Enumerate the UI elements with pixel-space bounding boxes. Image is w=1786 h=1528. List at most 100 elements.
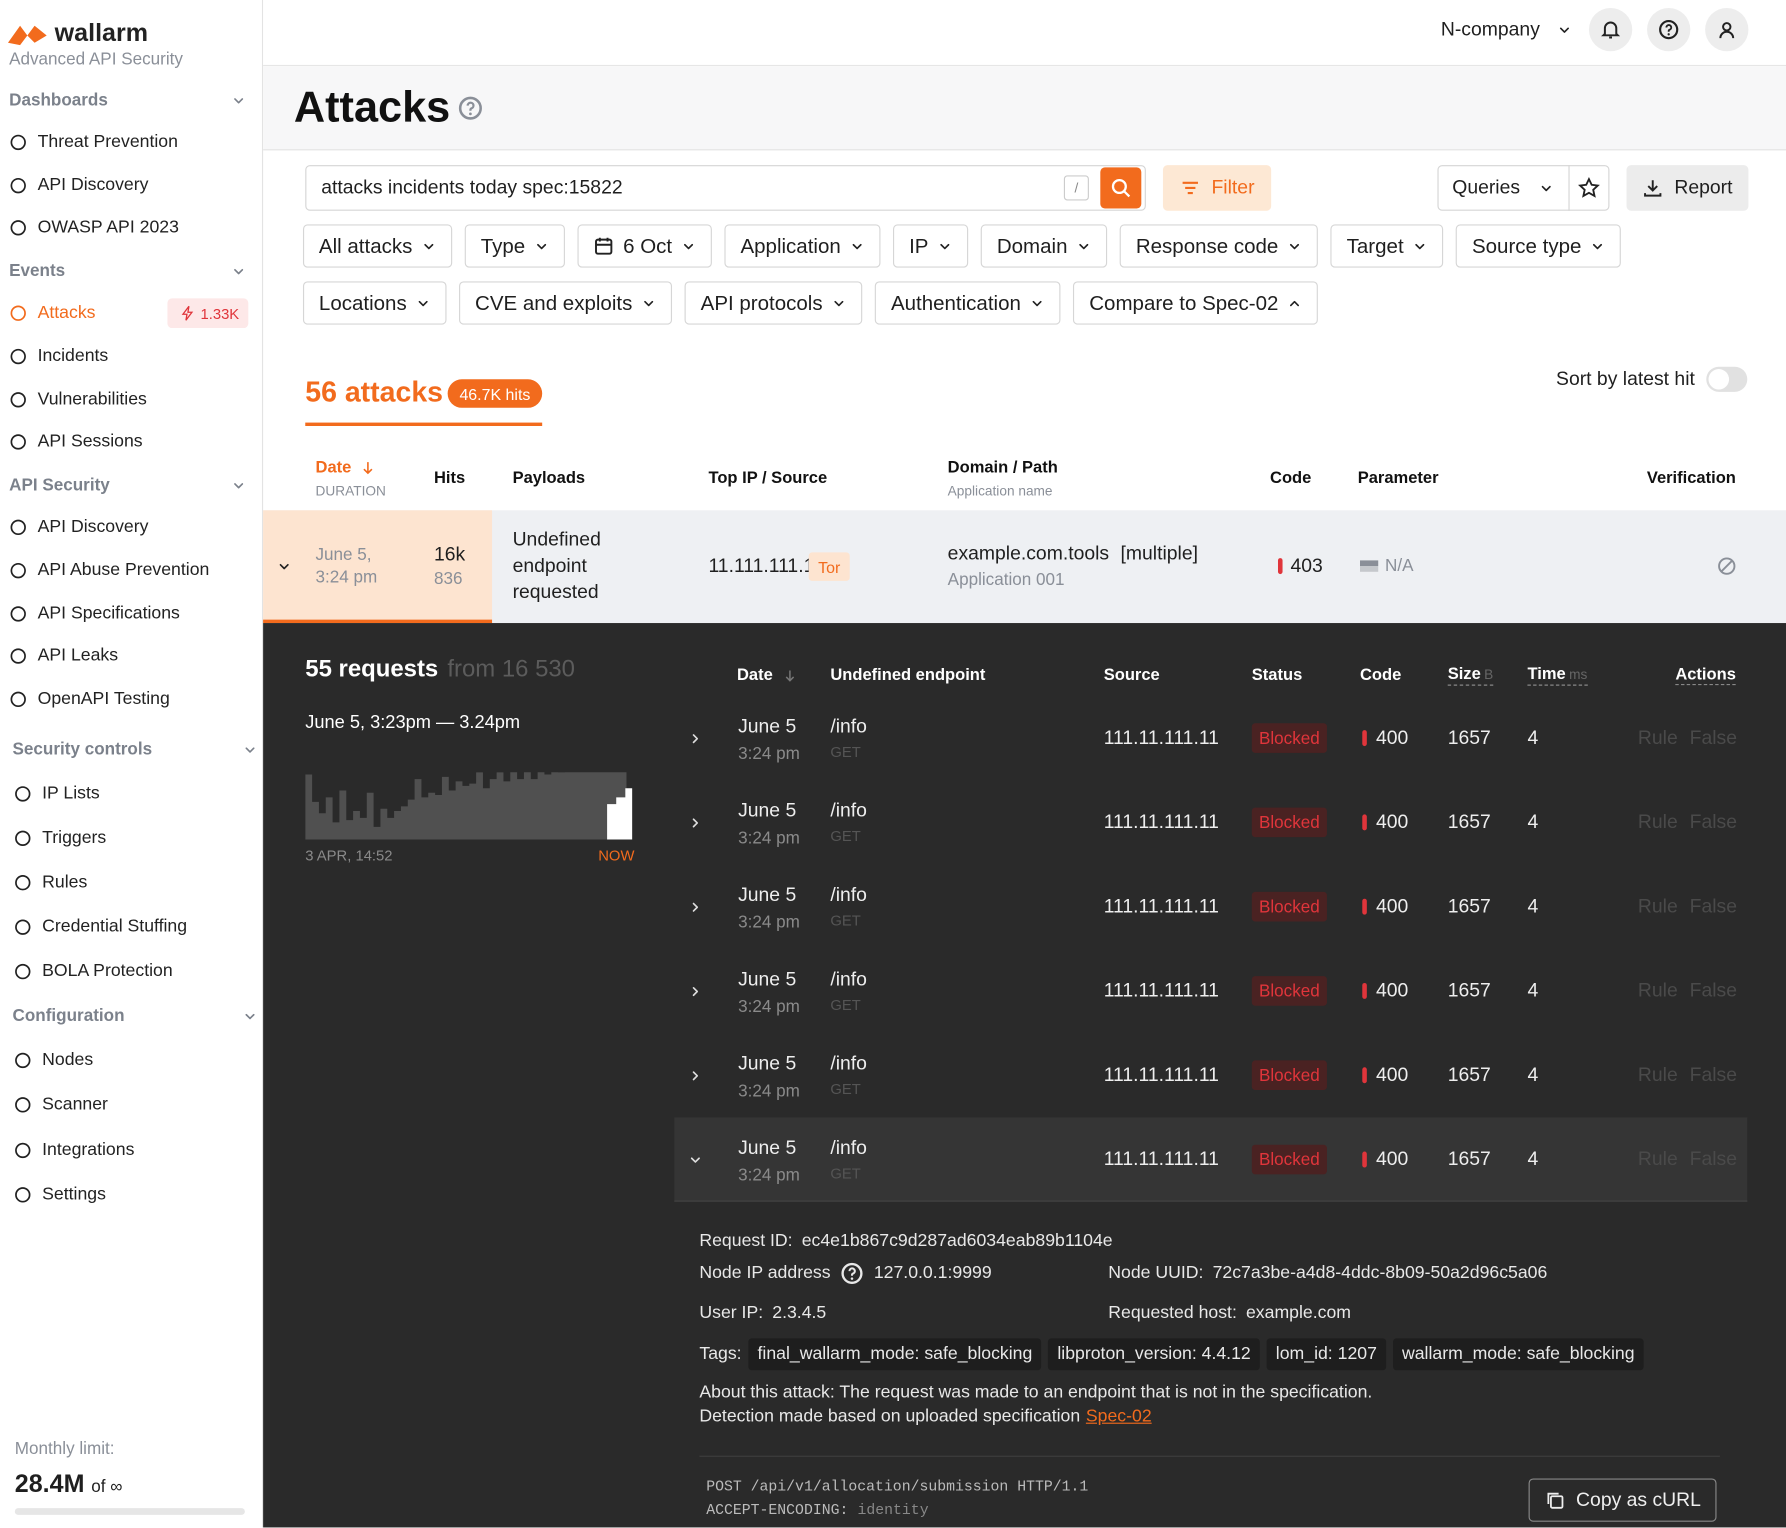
queries-button[interactable]: Queries	[1437, 165, 1610, 211]
spec-link[interactable]: Spec-02	[1085, 1406, 1152, 1427]
sidebar-item[interactable]: Vulnerabilities	[37, 389, 147, 409]
rule-action[interactable]: Rule	[1637, 1148, 1678, 1170]
sidebar-item[interactable]: Threat Prevention	[37, 132, 178, 152]
filter-dropdown[interactable]: Response code	[1119, 224, 1319, 268]
copy-curl-button[interactable]: Copy as cURL	[1528, 1478, 1717, 1522]
code-indicator	[1362, 898, 1367, 915]
filter-dropdown[interactable]: API protocols	[684, 281, 863, 325]
request-row-expanded[interactable]	[674, 1117, 1748, 1202]
rule-action[interactable]: Rule	[1637, 1063, 1678, 1086]
request-time-ms: 4	[1527, 979, 1539, 1002]
section-chevron	[233, 268, 243, 274]
sidebar-section-title[interactable]: Configuration	[12, 1006, 125, 1026]
column-header: Hits	[433, 469, 466, 488]
sidebar-item[interactable]: BOLA Protection	[42, 961, 173, 981]
sidebar-item[interactable]: OpenAPI Testing	[37, 689, 170, 709]
filter-chevron	[834, 300, 844, 306]
false-action[interactable]: False	[1689, 895, 1738, 917]
value: 127.0.0.1:9999	[873, 1263, 992, 1283]
sidebar-item[interactable]: Settings	[42, 1184, 106, 1204]
filter-button[interactable]: Filter	[1162, 165, 1272, 211]
sidebar-item[interactable]: OWASP API 2023	[37, 217, 179, 237]
filter-dropdown[interactable]: Target	[1330, 224, 1444, 268]
rule-action[interactable]: Rule	[1637, 726, 1678, 749]
sidebar-item[interactable]: Nodes	[42, 1050, 94, 1070]
filter-dropdown[interactable]: Application	[724, 224, 881, 268]
filter-dropdown[interactable]: Type	[464, 224, 566, 268]
filter-dropdown[interactable]: 6 Oct	[577, 224, 712, 268]
sidebar-section-title[interactable]: Dashboards	[9, 90, 108, 110]
request-size: 1657	[1447, 1063, 1491, 1086]
company-selector[interactable]: N-company	[1440, 18, 1540, 40]
false-action[interactable]: False	[1689, 1148, 1738, 1170]
sidebar-section-title[interactable]: Security controls	[12, 739, 153, 760]
about-text: Detection made based on uploaded specifi…	[699, 1406, 1081, 1427]
code-indicator	[1362, 814, 1367, 831]
filter-dropdown[interactable]: Compare to Spec-02	[1073, 281, 1319, 325]
sidebar-item[interactable]: API Specifications	[37, 603, 180, 624]
sidebar-icon	[15, 786, 31, 802]
column-header: Top IP / Source	[708, 469, 828, 488]
sidebar-item[interactable]: API Discovery	[37, 175, 149, 195]
request-time-ms: 4	[1527, 1063, 1539, 1086]
shortcut-key: /	[1063, 175, 1089, 201]
sidebar-item[interactable]: Scanner	[42, 1094, 108, 1114]
false-action[interactable]: False	[1689, 810, 1738, 833]
attack-parameter: N/A	[1385, 556, 1414, 576]
request-size: 1657	[1447, 726, 1491, 749]
attack-row[interactable]	[263, 510, 1786, 624]
request-path: /info	[830, 883, 867, 906]
requests-total: from 16 530	[447, 656, 575, 683]
request-code: 400	[1375, 1063, 1409, 1086]
sidebar-section-title[interactable]: Events	[9, 261, 66, 281]
request-code: 400	[1375, 726, 1409, 749]
topbar-button[interactable]	[1588, 7, 1633, 52]
filter-dropdown[interactable]: CVE and exploits	[459, 281, 673, 325]
sidebar-item[interactable]: Credential Stuffing	[42, 916, 188, 937]
column-header: Code	[1270, 469, 1312, 488]
request-chevron	[690, 1156, 700, 1163]
filter-dropdown[interactable]: Source type	[1456, 224, 1622, 268]
requests-range: June 5, 3:23pm — 3.24pm	[305, 713, 521, 733]
sidebar-item[interactable]: IP Lists	[42, 783, 100, 804]
sidebar-icon	[10, 519, 26, 536]
request-date: June 5	[738, 799, 797, 822]
rule-action[interactable]: Rule	[1637, 979, 1678, 1002]
filter-label: CVE and exploits	[475, 291, 633, 314]
sidebar-icon	[10, 648, 26, 664]
sidebar-item[interactable]: Incidents	[37, 346, 109, 366]
filter-dropdown[interactable]: Domain	[980, 224, 1108, 268]
attack-code: 403	[1290, 554, 1323, 577]
request-size: 1657	[1447, 1148, 1491, 1170]
filter-dropdown[interactable]: Locations	[302, 281, 447, 325]
report-button[interactable]: Report	[1626, 165, 1749, 211]
sidebar-section-title[interactable]: API Security	[9, 475, 110, 495]
monthly-limit-label: Monthly limit:	[14, 1439, 115, 1459]
sidebar-item[interactable]: API Sessions	[37, 431, 143, 452]
sidebar-item[interactable]: Triggers	[42, 828, 107, 848]
false-action[interactable]: False	[1689, 726, 1738, 749]
column-subheader: Application name	[947, 482, 1053, 499]
sidebar-item[interactable]: API Abuse Prevention	[37, 560, 210, 580]
false-action[interactable]: False	[1689, 979, 1738, 1002]
http-header: ACCEPT-ENCODING: identity	[706, 1501, 928, 1524]
false-action[interactable]: False	[1689, 1063, 1738, 1086]
filter-dropdown[interactable]: All attacks	[302, 224, 453, 268]
search-input[interactable]	[305, 165, 1146, 211]
sort-label: Sort by latest hit	[1556, 367, 1695, 390]
search-button[interactable]	[1100, 167, 1142, 209]
filter-dropdown[interactable]: IP	[893, 224, 969, 268]
status-label: Blocked	[1258, 1149, 1320, 1170]
sidebar-item[interactable]: Integrations	[42, 1140, 135, 1160]
filter-label: Source type	[1471, 234, 1582, 257]
filter-dropdown[interactable]: Authentication	[875, 281, 1061, 325]
sidebar-item[interactable]: API Leaks	[37, 645, 119, 666]
topbar-icon	[1719, 22, 1735, 39]
rule-action[interactable]: Rule	[1637, 810, 1678, 833]
status-badge: Blocked	[1251, 976, 1327, 1006]
sidebar-item[interactable]: Attacks	[37, 302, 96, 323]
status-label: Blocked	[1258, 896, 1320, 917]
sidebar-item[interactable]: API Discovery	[37, 517, 149, 537]
sidebar-item[interactable]: Rules	[42, 872, 88, 892]
rule-action[interactable]: Rule	[1637, 895, 1678, 917]
